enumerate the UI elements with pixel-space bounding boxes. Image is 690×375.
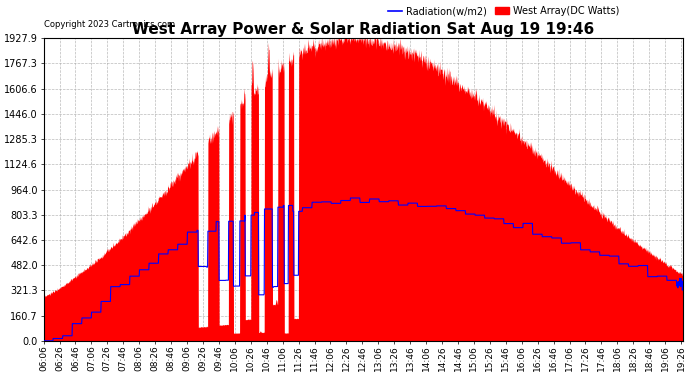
Text: Copyright 2023 Cartronics.com: Copyright 2023 Cartronics.com bbox=[43, 20, 175, 29]
Legend: Radiation(w/m2), West Array(DC Watts): Radiation(w/m2), West Array(DC Watts) bbox=[384, 2, 624, 20]
Title: West Array Power & Solar Radiation Sat Aug 19 19:46: West Array Power & Solar Radiation Sat A… bbox=[132, 22, 594, 37]
